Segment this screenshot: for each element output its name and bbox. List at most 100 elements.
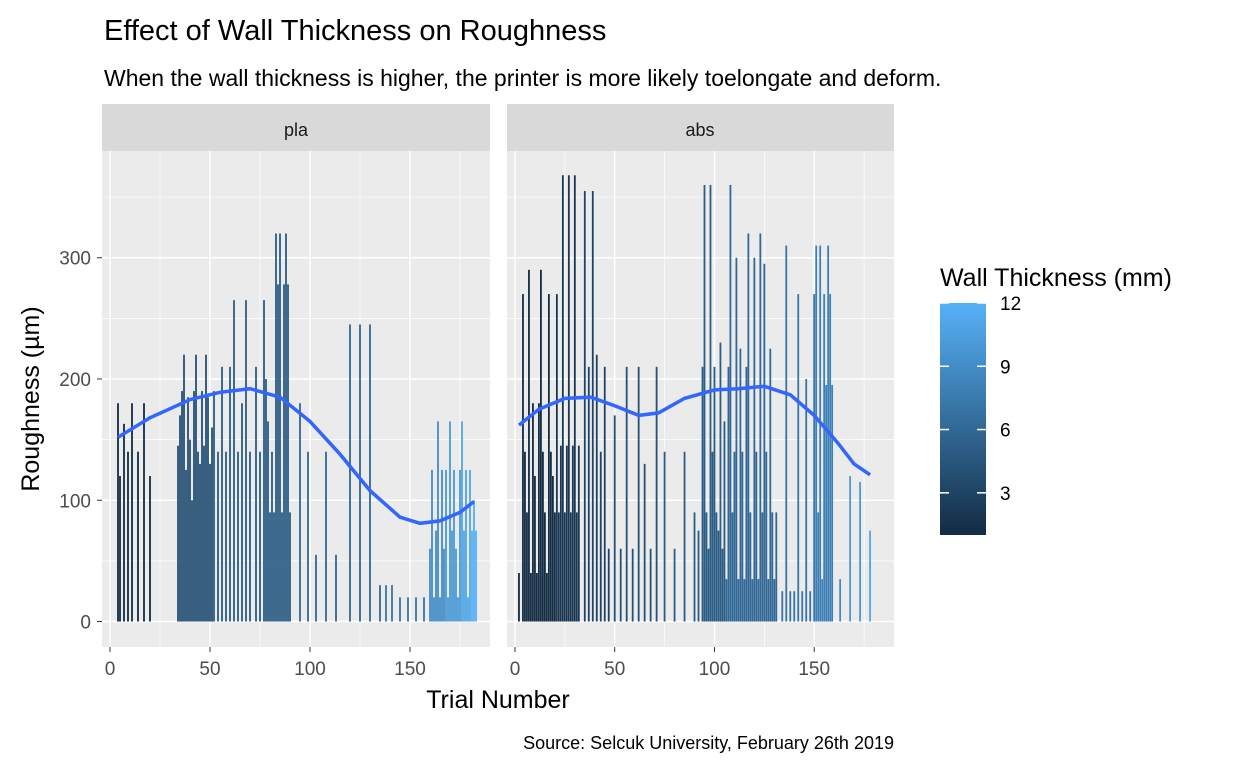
- y-axis-label: Roughness (µm): [17, 306, 45, 491]
- bar: [649, 548, 652, 622]
- smooth-line: [117, 386, 476, 526]
- bar: [607, 548, 610, 622]
- facet-panel-abs: abs 0 50 100 150: [507, 104, 894, 680]
- chart-caption: Source: Selcuk University, February 26th…: [523, 733, 894, 753]
- bar: [831, 385, 834, 622]
- bar: [551, 476, 554, 622]
- bar: [555, 294, 558, 622]
- bar: [729, 184, 732, 622]
- bar: [859, 482, 861, 622]
- bar: [143, 403, 145, 622]
- legend-colorbar: [940, 303, 986, 535]
- y-axis: 0 100 200 300: [59, 249, 102, 634]
- y-tick-label: 200: [59, 370, 91, 391]
- bar: [391, 585, 393, 622]
- bar: [233, 300, 235, 622]
- x-tick-label: 0: [105, 659, 116, 680]
- bar: [193, 391, 195, 622]
- x-axis-label: Trial Number: [426, 686, 570, 714]
- bar: [453, 469, 455, 622]
- bar: [407, 597, 409, 622]
- y-tick-label: 300: [59, 249, 91, 270]
- bar: [725, 579, 728, 622]
- bar: [727, 366, 730, 622]
- bar: [789, 591, 792, 622]
- bar: [643, 463, 646, 622]
- bar: [713, 366, 716, 622]
- bar: [775, 512, 778, 622]
- legend-title: Wall Thickness (mm): [940, 264, 1172, 292]
- x-tick-labels: 0 50 100 150: [105, 647, 426, 680]
- bar: [455, 548, 457, 622]
- plot-background: [102, 151, 490, 647]
- bar: [709, 184, 712, 622]
- bar: [369, 324, 371, 622]
- bar: [655, 366, 658, 622]
- bar: [195, 354, 197, 622]
- bar: [441, 469, 443, 622]
- bar: [201, 391, 203, 622]
- bar: [721, 548, 724, 622]
- bar: [207, 397, 209, 622]
- bar: [528, 269, 530, 622]
- bar: [237, 451, 239, 622]
- y-tick-label: 100: [59, 491, 91, 512]
- bar: [177, 445, 179, 622]
- bar: [739, 348, 742, 622]
- bar: [275, 233, 277, 622]
- facet-strip: [507, 104, 894, 151]
- bar: [715, 512, 718, 622]
- bar: [205, 354, 207, 622]
- bar: [821, 579, 824, 622]
- bar: [817, 512, 820, 622]
- bar: [277, 284, 279, 622]
- bar: [255, 366, 257, 622]
- bar: [269, 512, 271, 622]
- facet-panel-pla: pla 0 50 100 150: [102, 104, 490, 680]
- bar: [717, 530, 720, 622]
- bar: [549, 451, 552, 622]
- bar: [459, 469, 461, 622]
- bar: [545, 573, 548, 622]
- bar: [423, 597, 425, 622]
- x-tick-label: 150: [798, 659, 830, 680]
- bar: [849, 476, 852, 622]
- legend-tick-label: 3: [1000, 484, 1011, 505]
- bar: [583, 191, 586, 622]
- bar: [536, 573, 538, 622]
- bar: [771, 512, 774, 622]
- bar: [225, 451, 227, 622]
- bar: [532, 403, 534, 622]
- facet-strip: [102, 104, 490, 151]
- legend: Wall Thickness (mm) 3 6 9 12: [940, 264, 1172, 535]
- x-tick-label: 100: [294, 659, 326, 680]
- bar: [544, 512, 546, 622]
- bar: [307, 451, 309, 622]
- bar: [385, 585, 387, 622]
- bar: [245, 300, 247, 622]
- bar: [299, 403, 301, 622]
- bar: [737, 579, 740, 622]
- bar: [467, 597, 469, 622]
- bar: [599, 451, 602, 622]
- bar: [191, 500, 193, 622]
- bar: [379, 585, 381, 622]
- bar: [723, 421, 726, 622]
- bar: [289, 512, 291, 622]
- bar: [813, 294, 816, 622]
- bar: [563, 512, 566, 622]
- bar: [785, 245, 788, 622]
- bar: [443, 548, 445, 622]
- bar: [534, 476, 536, 622]
- bar: [753, 257, 756, 622]
- bar: [181, 391, 183, 622]
- bar: [731, 512, 734, 622]
- bar: [559, 445, 562, 622]
- facet-label: abs: [685, 120, 714, 140]
- smooth-line: [517, 384, 872, 477]
- bar: [735, 257, 738, 622]
- bar: [823, 294, 826, 622]
- bar: [273, 512, 275, 622]
- bar: [179, 415, 181, 622]
- bar: [249, 451, 251, 622]
